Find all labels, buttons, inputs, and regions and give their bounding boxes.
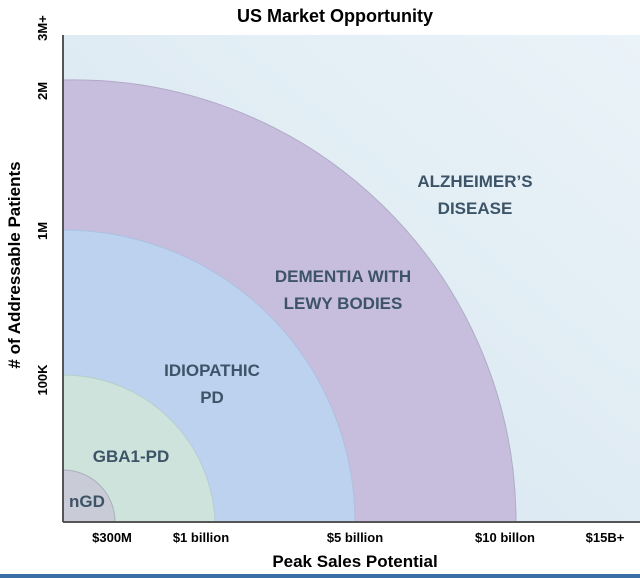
y-axis-label: # of Addressable Patients [5,161,24,368]
x-axis-label: Peak Sales Potential [272,552,437,571]
y-tick-label: 100K [35,364,50,396]
x-tick-label: $15B+ [586,530,625,545]
footer-bar [0,574,640,578]
gba1-region [62,374,216,523]
y-tick-label: 3M+ [35,15,50,41]
x-tick-label: $10 billon [475,530,535,545]
y-tick-label: 2M [35,82,50,100]
region-label: IDIOPATHIC PD [164,361,260,407]
y-tick-label: 1M [35,222,50,240]
title: US Market Opportunity [237,6,433,26]
region-label: ALZHEIMER’S DISEASE [417,172,532,218]
x-tick-label: $5 billion [327,530,383,545]
region-label: DEMENTIA WITH LEWY BODIES [275,267,411,313]
x-tick-label: $300M [92,530,132,545]
ngd-region [62,469,116,523]
region-label: GBA1-PD [93,447,170,466]
x-tick-label: $1 billion [173,530,229,545]
region-label: nGD [69,492,105,511]
